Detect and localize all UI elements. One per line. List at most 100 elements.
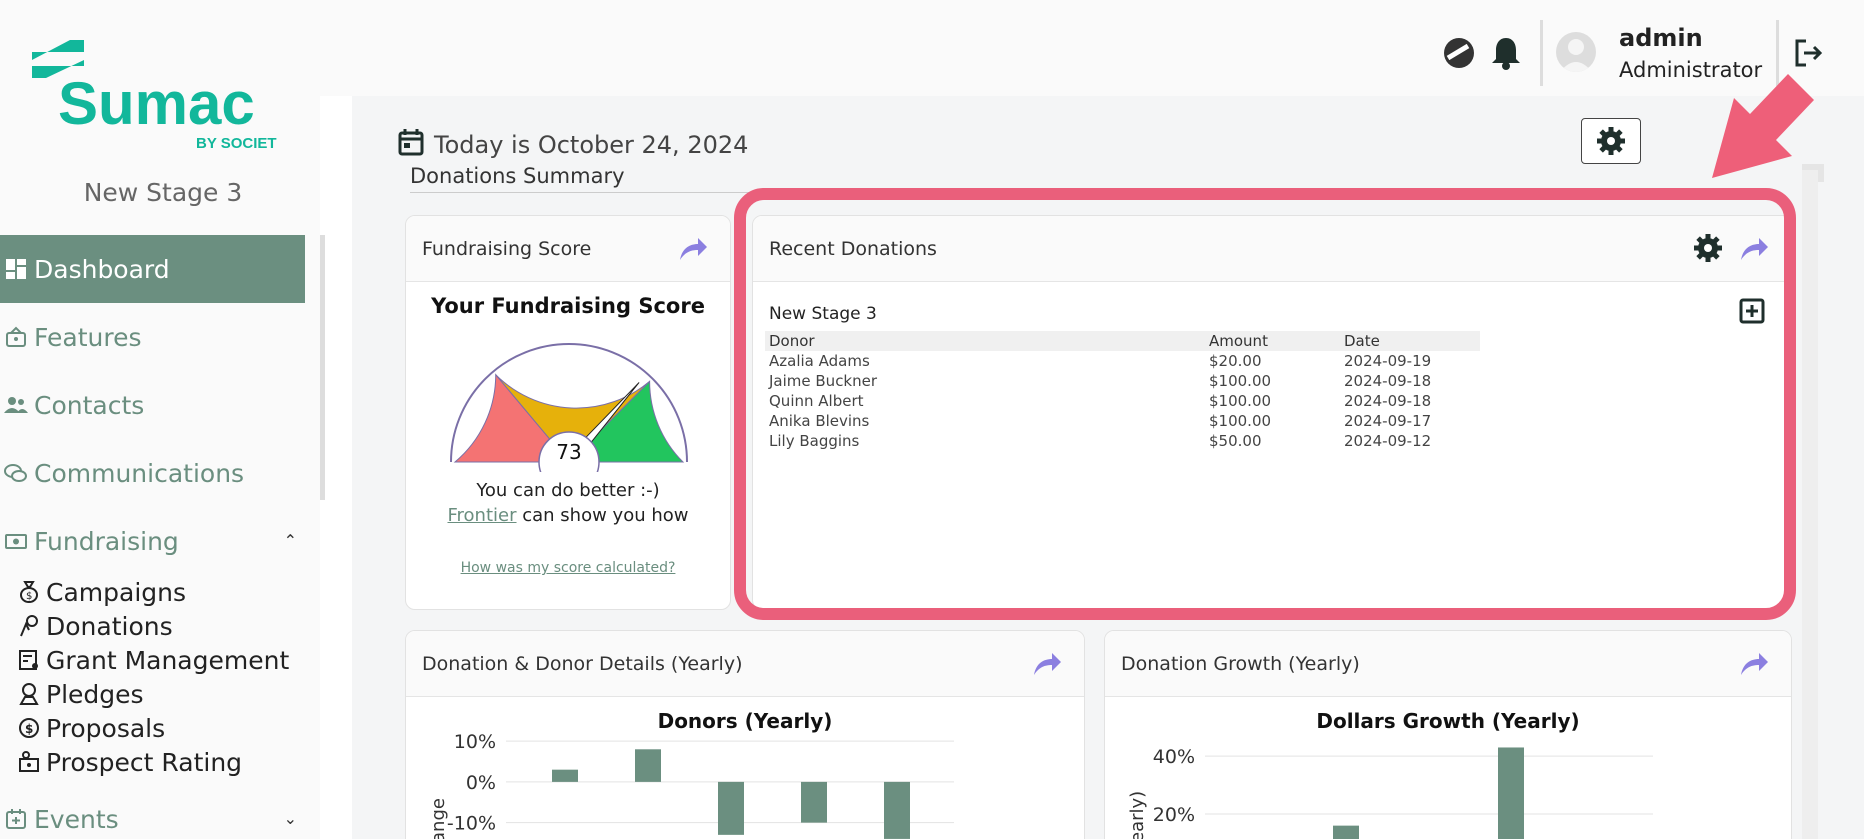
sidebar-nav: Dashboard Features Contacts Communicatio… (0, 235, 305, 839)
donors-bar-chart: 10% 0% -10%ange (428, 731, 954, 839)
gear-icon (1597, 127, 1625, 155)
share-icon[interactable] (678, 236, 708, 267)
divider (1540, 20, 1543, 86)
table-header: Donor Amount Date (765, 331, 1480, 351)
date-cell: 2024-09-18 (1344, 372, 1432, 390)
today-text: Today is October 24, 2024 (434, 131, 749, 159)
sidebar-item-label: Grant Management (46, 645, 290, 675)
card-header: Donation & Donor Details (Yearly) (406, 631, 1084, 697)
stage-label: New Stage 3 (769, 304, 877, 324)
sidebar-item-label: Features (34, 322, 142, 352)
sidebar-item-pledges[interactable]: Pledges (16, 677, 305, 711)
share-icon[interactable] (1739, 236, 1769, 267)
chevron-down-icon[interactable]: ⌄ (283, 809, 297, 828)
y-tick-label: 10% (454, 733, 496, 753)
add-donation-icon[interactable] (1739, 298, 1765, 328)
sumac-logo[interactable]: Sumac BY SOCIET (28, 28, 308, 158)
divider (1776, 20, 1779, 86)
score-advice-text: can show you how (516, 505, 689, 526)
sidebar-item-label: Prospect Rating (46, 747, 243, 777)
sidebar-item-label: Proposals (46, 713, 166, 743)
username: admin (1619, 24, 1703, 52)
score-heading: Your Fundraising Score (431, 294, 705, 318)
score-calc-link[interactable]: How was my score calculated? (460, 560, 676, 576)
features-icon (2, 325, 30, 349)
sidebar-item-label: Pledges (46, 679, 144, 709)
amount-cell: $100.00 (1209, 372, 1272, 390)
donations-table: Donor Amount Date Azalia Adams $20.00 2024… (765, 331, 1480, 451)
table-row[interactable]: Azalia Adams $20.00 2024-09-19 (765, 351, 1480, 371)
top-bar: admin Administrator (320, 0, 1864, 96)
chevron-up-icon[interactable]: ⌃ (283, 531, 297, 550)
logo-mark-icon: Sumac BY SOCIET (32, 40, 277, 152)
dashboard-icon (2, 257, 30, 281)
hand-coin-icon (16, 614, 42, 638)
calendar-icon (398, 128, 424, 162)
recent-donations-card: Recent Donations New Stage 3 Donor Amoun… (752, 215, 1792, 610)
sidebar-item-campaigns[interactable]: $ Campaigns (16, 575, 305, 609)
avatar[interactable] (1556, 32, 1596, 72)
gauge-outline (450, 343, 688, 463)
donor-details-card: Donation & Donor Details (Yearly) Donors… (405, 630, 1085, 839)
gear-icon[interactable] (1693, 233, 1723, 268)
score-gauge: 73 (406, 322, 730, 493)
sidebar-item-label: Campaigns (46, 577, 187, 607)
sidebar-item-label: Events (34, 804, 119, 834)
sidebar-item-label: Communications (34, 458, 245, 488)
bar (1498, 747, 1524, 839)
y-tick-label: -10% (447, 813, 496, 835)
fundraising-icon (2, 529, 30, 553)
fundraising-submenu: $ Campaigns Donations Grant Management (0, 575, 305, 779)
sidebar-item-fundraising[interactable]: Fundraising ⌃ (0, 507, 305, 575)
table-row[interactable]: Quinn Albert $100.00 2024-09-18 (765, 391, 1480, 411)
sidebar-item-prospect-rating[interactable]: Prospect Rating (16, 745, 305, 779)
donor-cell: Anika Blevins (769, 412, 870, 430)
dashboard-settings-button[interactable] (1581, 118, 1641, 164)
sidebar-scrollbar[interactable] (320, 235, 325, 500)
pointer-arrow-icon (1680, 60, 1830, 184)
score-message: You can do better :-) (476, 480, 660, 501)
amount-cell: $50.00 (1209, 432, 1262, 450)
bar (635, 749, 661, 782)
sidebar-item-events[interactable]: Events ⌄ (0, 785, 305, 839)
share-icon[interactable] (1032, 651, 1062, 682)
score-advice: Frontier can show you how (406, 505, 730, 526)
date-cell: 2024-09-12 (1344, 432, 1432, 450)
svg-text:$: $ (25, 722, 33, 736)
logo-text: Sumac (58, 70, 255, 137)
main-scrollbar[interactable] (1802, 170, 1818, 839)
communications-icon (2, 461, 30, 485)
y-tick-label: 0% (466, 772, 496, 794)
table-row[interactable]: Jaime Buckner $100.00 2024-09-18 (765, 371, 1480, 391)
sidebar-item-communications[interactable]: Communications (0, 439, 305, 507)
date-cell: 2024-09-19 (1344, 352, 1432, 370)
user-role: Administrator (1619, 58, 1763, 82)
donor-cell: Quinn Albert (769, 392, 864, 410)
dollar-circle-icon: $ (16, 716, 42, 740)
pill-icon[interactable] (1442, 36, 1476, 74)
bar (552, 769, 578, 782)
sidebar-item-grant-management[interactable]: Grant Management (16, 643, 305, 677)
bar (718, 781, 744, 835)
money-bag-icon: $ (16, 580, 42, 604)
bell-icon[interactable] (1491, 36, 1521, 74)
column-header: Date (1340, 331, 1480, 351)
sidebar-item-proposals[interactable]: $ Proposals (16, 711, 305, 745)
sidebar-item-label: Contacts (34, 390, 145, 420)
sidebar-item-dashboard[interactable]: Dashboard (0, 235, 305, 303)
column-header: Donor (765, 331, 1205, 351)
sidebar-item-label: Dashboard (34, 254, 170, 284)
pledge-icon (16, 682, 42, 706)
logout-icon[interactable] (1794, 38, 1824, 72)
sidebar-item-donations[interactable]: Donations (16, 609, 305, 643)
card-header: Recent Donations (753, 216, 1791, 282)
donor-cell: Lily Baggins (769, 432, 860, 450)
sidebar-item-contacts[interactable]: Contacts (0, 371, 305, 439)
share-icon[interactable] (1739, 651, 1769, 682)
sidebar-item-features[interactable]: Features (0, 303, 305, 371)
frontier-link[interactable]: Frontier (447, 505, 517, 526)
growth-bar-chart: 40% 20%early) (1127, 746, 1653, 839)
table-row[interactable]: Anika Blevins $100.00 2024-09-17 (765, 411, 1480, 431)
card-header: Donation Growth (Yearly) (1105, 631, 1791, 697)
table-row[interactable]: Lily Baggins $50.00 2024-09-12 (765, 431, 1480, 451)
